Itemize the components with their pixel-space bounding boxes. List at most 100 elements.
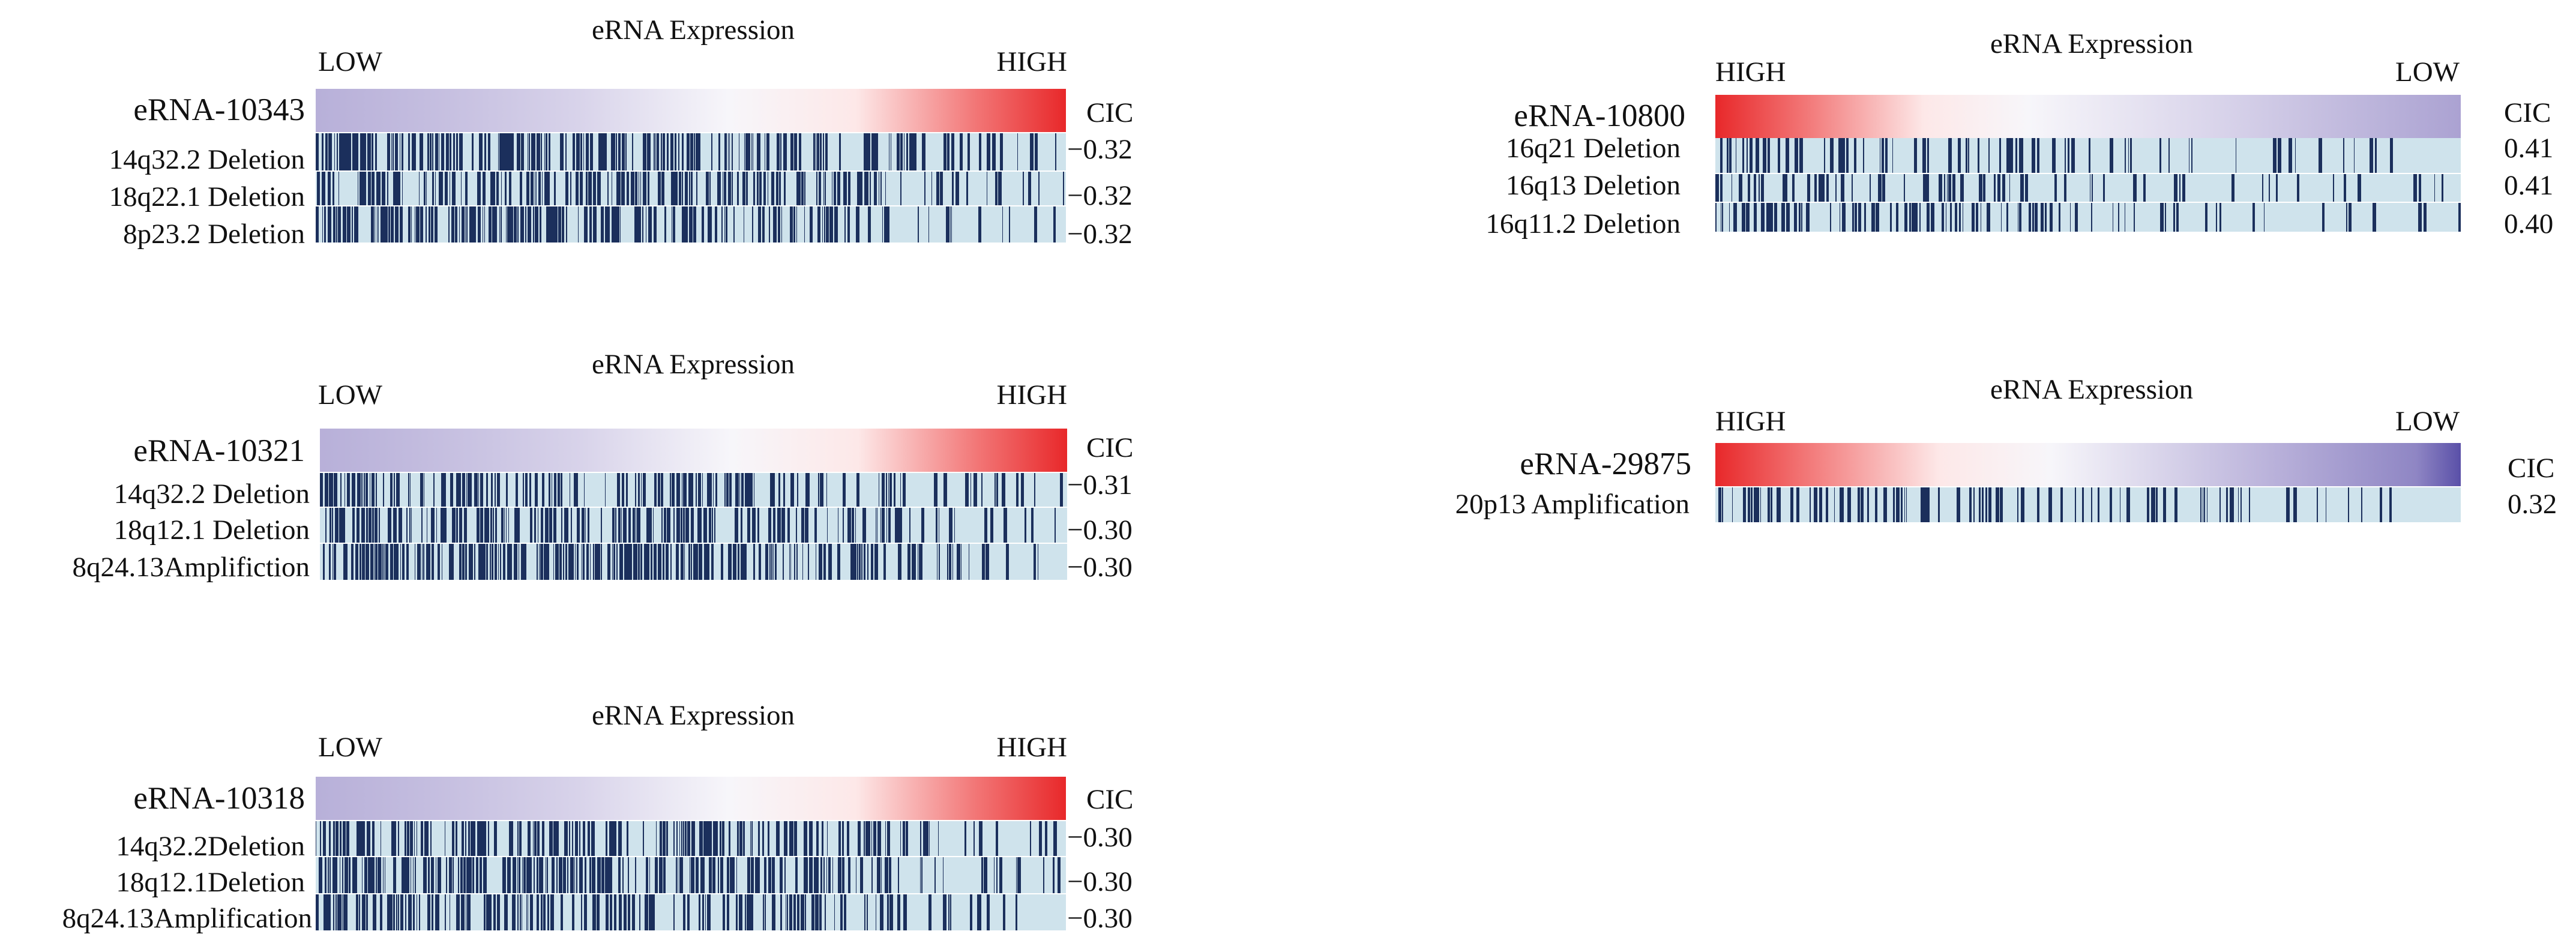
- alteration-bar: [773, 508, 775, 543]
- alteration-bar: [1778, 138, 1780, 173]
- alteration-bar: [881, 857, 882, 893]
- alteration-bar: [728, 544, 732, 580]
- alteration-bar: [563, 857, 566, 893]
- erna-label: eRNA-10318: [133, 781, 305, 816]
- barcode-row-2-1: [320, 473, 1067, 507]
- alteration-bar: [2343, 138, 2344, 173]
- alteration-bar: [2006, 203, 2008, 232]
- alteration-bar: [1854, 138, 1856, 173]
- alteration-bar: [1847, 487, 1848, 522]
- alteration-bar: [316, 133, 317, 170]
- alteration-bar: [641, 473, 642, 507]
- row-label: 16q11.2 Deletion: [1485, 208, 1681, 240]
- alteration-bar: [618, 133, 621, 170]
- alteration-bar: [844, 894, 846, 930]
- alteration-bar: [2249, 487, 2250, 522]
- alteration-bar: [1830, 138, 1833, 173]
- alteration-bar: [566, 206, 567, 243]
- alteration-bar: [1766, 203, 1770, 232]
- alteration-bar: [860, 857, 863, 893]
- alteration-bar: [733, 544, 736, 580]
- alteration-bar: [478, 206, 480, 243]
- row-label: 18q22.1 Deletion: [109, 181, 305, 212]
- alteration-bar: [643, 473, 646, 507]
- alteration-bar: [824, 206, 825, 243]
- alteration-bar: [691, 821, 695, 856]
- alteration-bar: [2015, 138, 2017, 173]
- alteration-bar: [634, 206, 638, 243]
- alteration-bar: [2037, 138, 2039, 173]
- alteration-bar: [544, 544, 546, 580]
- alteration-bar: [618, 857, 621, 893]
- alteration-bar: [745, 133, 749, 170]
- alteration-bar: [486, 544, 488, 580]
- alteration-bar: [616, 206, 619, 243]
- alteration-bar: [702, 894, 704, 930]
- alteration-bar: [666, 821, 668, 856]
- alteration-bar: [432, 894, 433, 930]
- alteration-bar: [935, 473, 937, 507]
- alteration-bar: [673, 894, 675, 930]
- alteration-bar: [570, 544, 574, 580]
- alteration-bar: [1786, 138, 1789, 173]
- alteration-bar: [889, 508, 891, 543]
- alteration-bar: [316, 206, 319, 243]
- alteration-bar: [517, 133, 520, 170]
- alteration-bar: [414, 821, 415, 856]
- alteration-bar: [1722, 203, 1723, 232]
- alteration-bar: [537, 544, 538, 580]
- alteration-bar: [429, 206, 430, 243]
- alteration-bar: [398, 821, 399, 856]
- alteration-bar: [2219, 487, 2221, 522]
- alteration-bar: [1969, 487, 1972, 522]
- alteration-bar: [536, 172, 537, 205]
- alteration-bar: [1796, 487, 1799, 522]
- alteration-bar: [628, 508, 631, 543]
- alteration-bar: [2349, 203, 2352, 232]
- alteration-bar: [601, 857, 604, 893]
- alteration-bar: [317, 172, 320, 205]
- alteration-bar: [955, 172, 959, 205]
- cic-header: CIC: [1086, 784, 1133, 815]
- alteration-bar: [427, 133, 429, 170]
- alteration-bar: [548, 172, 550, 205]
- alteration-bar: [430, 821, 432, 856]
- alteration-bar: [1801, 203, 1802, 232]
- alteration-bar: [649, 894, 651, 930]
- alteration-bar: [496, 172, 499, 205]
- alteration-bar: [2191, 138, 2192, 173]
- alteration-bar: [462, 206, 465, 243]
- alteration-bar: [1939, 174, 1942, 202]
- alteration-bar: [568, 544, 570, 580]
- alteration-bar: [862, 508, 866, 543]
- alteration-bar: [1792, 174, 1795, 202]
- row-label: 16q13 Deletion: [1506, 170, 1681, 201]
- alteration-bar: [720, 857, 723, 893]
- alteration-bar: [789, 894, 792, 930]
- alteration-bar: [657, 133, 659, 170]
- alteration-bar: [499, 133, 503, 170]
- alteration-bar: [431, 508, 435, 543]
- alteration-bar: [2126, 487, 2130, 522]
- alteration-bar: [352, 857, 354, 893]
- alteration-bar: [758, 821, 760, 856]
- alteration-bar: [469, 206, 473, 243]
- alteration-bar: [1038, 172, 1040, 205]
- alteration-bar: [640, 172, 641, 205]
- alteration-bar: [763, 894, 764, 930]
- alteration-bar: [433, 473, 435, 507]
- alteration-bar: [825, 894, 826, 930]
- alteration-bar: [490, 894, 492, 930]
- alteration-bar: [840, 894, 842, 930]
- alteration-bar: [337, 133, 338, 170]
- alteration-bar: [1861, 487, 1864, 522]
- alteration-bar: [987, 894, 990, 930]
- alteration-bar: [909, 508, 910, 543]
- alteration-bar: [683, 821, 684, 856]
- alteration-bar: [966, 172, 968, 205]
- alteration-bar: [735, 508, 738, 543]
- alteration-bar: [1754, 174, 1756, 202]
- alteration-bar: [820, 133, 822, 170]
- alteration-bar: [795, 857, 798, 893]
- alteration-bar: [681, 544, 684, 580]
